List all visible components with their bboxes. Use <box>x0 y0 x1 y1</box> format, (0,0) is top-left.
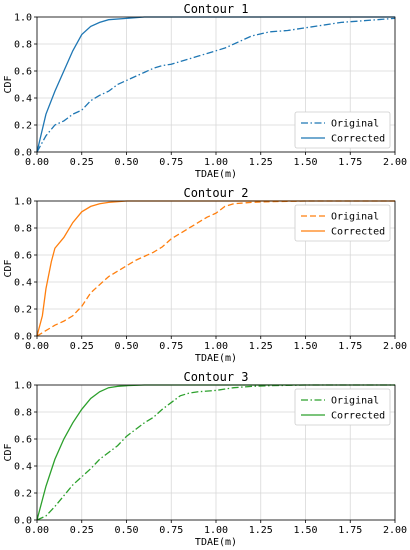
legend-box <box>294 111 391 149</box>
y-tick-label: 0.8 <box>14 408 32 419</box>
x-tick-label: 1.00 <box>204 341 228 352</box>
series-line <box>36 384 395 521</box>
y-tick-label: 0.8 <box>14 224 32 235</box>
y-tick-label: 0.0 <box>14 332 32 343</box>
x-tick-label: 0.00 <box>25 341 49 352</box>
y-tick-label: 0.4 <box>14 94 32 105</box>
x-axis-label: TDAE(m) <box>195 537 237 548</box>
x-tick-label: 1.25 <box>249 157 273 168</box>
legend-box <box>294 204 391 242</box>
legend-label: Corrected <box>331 134 385 145</box>
x-tick-label: 1.00 <box>204 157 228 168</box>
x-tick-label: 0.75 <box>159 157 183 168</box>
x-tick-label: 0.25 <box>70 157 94 168</box>
y-tick-label: 0.6 <box>14 251 32 262</box>
x-tick-label: 0.50 <box>114 157 138 168</box>
legend-label: Corrected <box>331 227 385 238</box>
legend: Original Corrected <box>294 204 391 242</box>
x-tick-label: 1.25 <box>249 525 273 536</box>
legend-label: Original <box>331 396 379 407</box>
series-line <box>36 200 395 337</box>
x-tick-label: 1.50 <box>293 341 317 352</box>
x-tick-label: 1.75 <box>338 341 362 352</box>
x-tick-label: 2.00 <box>383 157 407 168</box>
y-tick-label: 0.4 <box>14 462 32 473</box>
x-axis-label: TDAE(m) <box>195 353 237 364</box>
series-line <box>36 17 396 153</box>
legend-label: Original <box>331 212 379 223</box>
chart-title: Contour 3 <box>183 370 248 384</box>
y-tick-label: 0.6 <box>14 435 32 446</box>
x-tick-label: 1.75 <box>338 525 362 536</box>
legend: Original Corrected <box>294 388 391 426</box>
chart-panel: 0.00 0.25 0.50 0.75 1.00 1.25 1.50 1.75 2.00 0.0 0… <box>3 370 407 548</box>
legend-box <box>294 388 391 426</box>
x-tick-label: 1.50 <box>293 157 317 168</box>
x-tick-label: 0.50 <box>114 525 138 536</box>
x-tick-label: 0.00 <box>25 525 49 536</box>
x-tick-label: 0.25 <box>70 525 94 536</box>
x-tick-label: 0.75 <box>159 341 183 352</box>
x-tick-label: 1.50 <box>293 525 317 536</box>
legend-label: Corrected <box>331 411 385 422</box>
x-tick-label: 0.50 <box>114 341 138 352</box>
y-axis-label: CDF <box>3 259 14 277</box>
chart-title: Contour 2 <box>183 186 248 200</box>
y-tick-label: 0.4 <box>14 278 32 289</box>
chart-title: Contour 1 <box>183 2 248 16</box>
x-tick-label: 1.75 <box>338 157 362 168</box>
y-tick-label: 0.2 <box>14 121 32 132</box>
x-tick-label: 2.00 <box>383 341 407 352</box>
y-axis-label: CDF <box>3 75 14 93</box>
x-tick-label: 0.00 <box>25 157 49 168</box>
y-tick-label: 1.0 <box>14 381 32 392</box>
x-axis-label: TDAE(m) <box>195 169 237 180</box>
y-tick-label: 1.0 <box>14 197 32 208</box>
x-tick-label: 1.25 <box>249 341 273 352</box>
y-tick-label: 0.0 <box>14 148 32 159</box>
legend: Original Corrected <box>294 111 391 149</box>
y-tick-label: 1.0 <box>14 13 32 24</box>
x-tick-label: 2.00 <box>383 525 407 536</box>
chart-panel: 0.00 0.25 0.50 0.75 1.00 1.25 1.50 1.75 2.00 0.0 0… <box>3 186 407 364</box>
y-axis-label: CDF <box>3 443 14 461</box>
chart-panel: 0.00 0.25 0.50 0.75 1.00 1.25 1.50 1.75 2.00 0.0 0… <box>3 2 407 180</box>
y-tick-label: 0.2 <box>14 305 32 316</box>
y-tick-label: 0.8 <box>14 40 32 51</box>
y-tick-label: 0.6 <box>14 67 32 78</box>
legend-label: Original <box>331 119 379 130</box>
series-line <box>36 384 395 521</box>
y-tick-label: 0.2 <box>14 489 32 500</box>
x-tick-label: 1.00 <box>204 525 228 536</box>
x-tick-label: 0.75 <box>159 525 183 536</box>
x-tick-label: 0.25 <box>70 341 94 352</box>
y-tick-label: 0.0 <box>14 516 32 527</box>
